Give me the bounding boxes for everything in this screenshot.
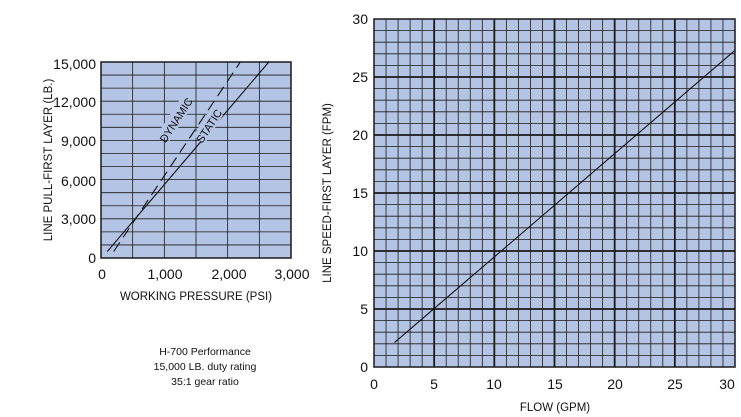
x-tick-label: 1,000 [147, 266, 182, 282]
line-speed-chart: 30 25 20 15 10 5 0 0 5 10 15 20 25 30 FL… [322, 11, 736, 414]
y-tick-label: 3,000 [61, 211, 96, 227]
y-axis-label: LINE SPEED-FIRST LAYER (FPM) [322, 103, 334, 283]
caption-line-2: 15,000 LB. duty rating [154, 361, 257, 373]
caption-line-1: H-700 Performance [159, 346, 251, 358]
x-tick-label: 25 [667, 376, 683, 392]
series-lines [106, 61, 270, 252]
series-line [394, 49, 736, 344]
x-axis-label: WORKING PRESSURE (PSI) [120, 291, 272, 303]
series-line-static [106, 61, 270, 252]
y-tick-label: 15 [352, 185, 368, 201]
x-tick-label: 0 [98, 266, 106, 282]
x-tick-label: 3,000 [274, 266, 309, 282]
y-tick-label: 0 [360, 359, 368, 375]
line-pull-chart: DYNAMIC STATIC 15,000 12,000 9,000 6,000… [43, 56, 310, 303]
x-tick-label: 5 [430, 376, 438, 392]
series-lines [394, 49, 736, 344]
y-axis-label: LINE PULL-FIRST LAYER (LB.) [43, 79, 55, 242]
x-tick-label: 15 [547, 376, 563, 392]
y-tick-label: 9,000 [61, 133, 96, 149]
y-tick-label: 30 [352, 11, 368, 27]
x-tick-label: 0 [370, 376, 378, 392]
caption-line-3: 35:1 gear ratio [171, 376, 239, 388]
y-tick-label: 6,000 [61, 173, 96, 189]
grid [374, 19, 735, 367]
y-tick-label: 5 [360, 301, 368, 317]
x-tick-label: 2,000 [211, 266, 246, 282]
x-tick-label: 30 [719, 376, 735, 392]
x-tick-label: 20 [607, 376, 623, 392]
caption: H-700 Performance 15,000 LB. duty rating… [154, 346, 257, 388]
y-tick-label: 20 [352, 127, 368, 143]
y-tick-label: 0 [88, 250, 96, 266]
x-axis-label: FLOW (GPM) [520, 402, 590, 414]
y-tick-label: 10 [352, 243, 368, 259]
y-tick-label: 25 [352, 69, 368, 85]
x-tick-label: 10 [486, 376, 502, 392]
y-tick-label: 12,000 [53, 94, 96, 110]
grid [101, 62, 291, 258]
y-tick-label: 15,000 [53, 56, 96, 72]
